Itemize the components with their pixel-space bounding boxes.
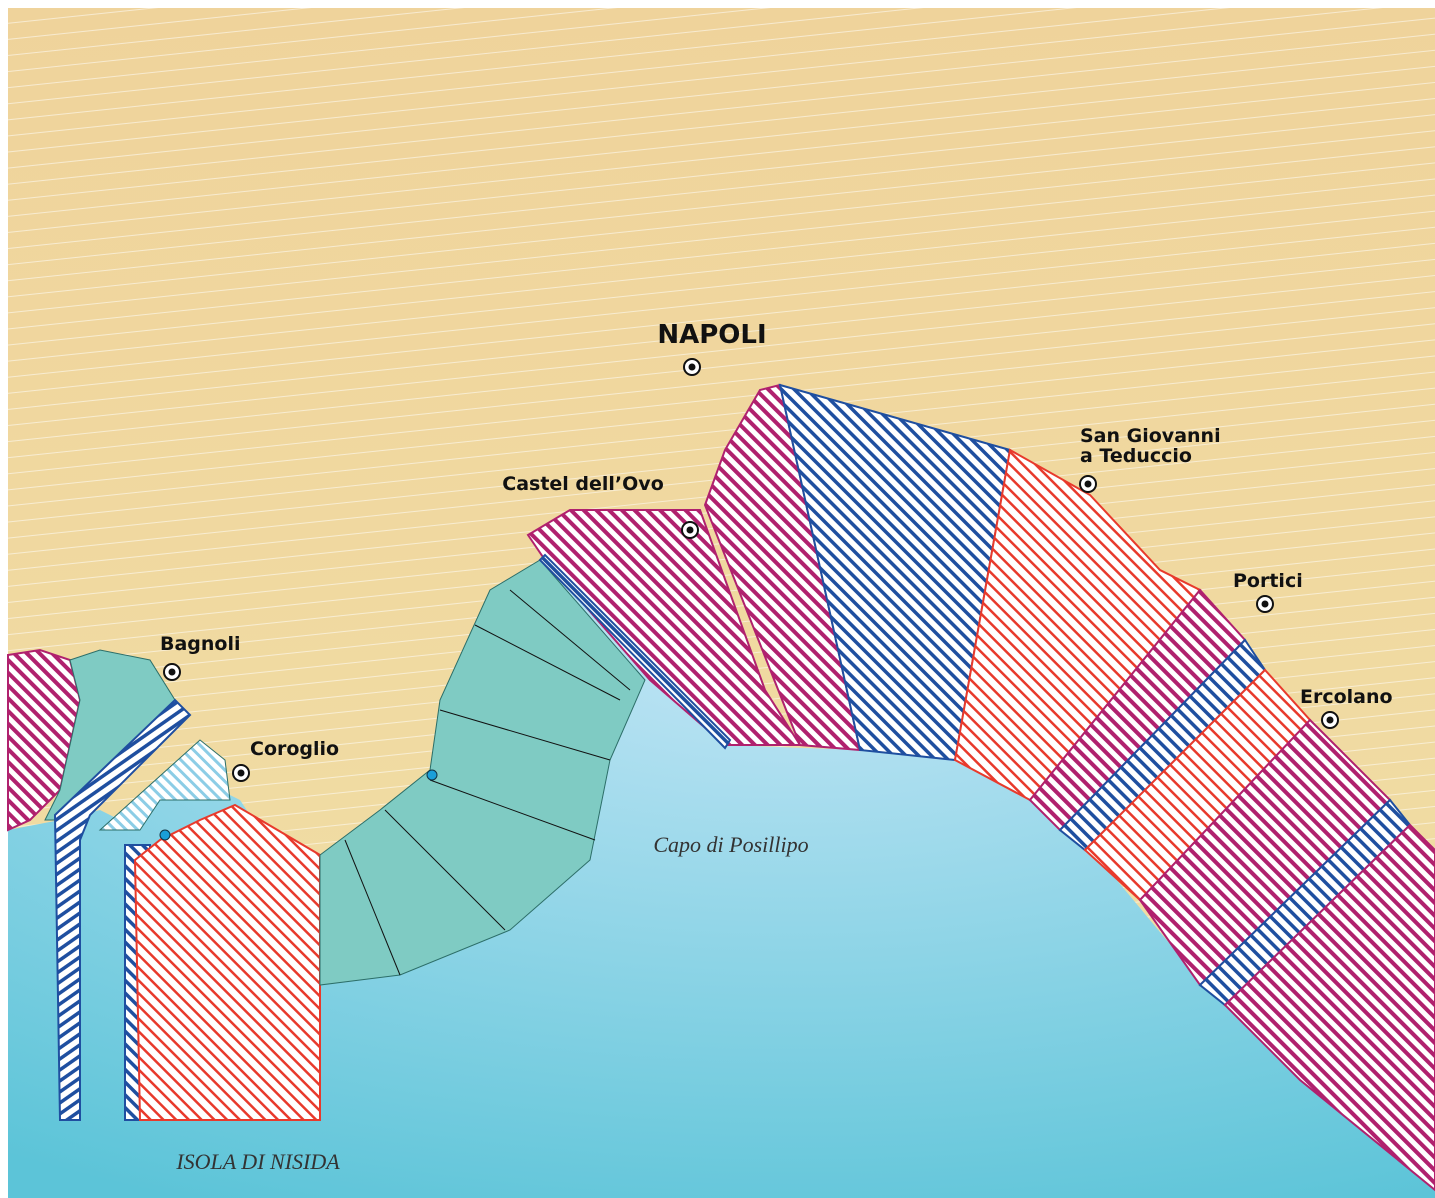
buoy [159,829,171,841]
place-label: a Teduccio [1080,445,1192,467]
place-label: Ercolano [1300,686,1393,708]
place-label: Castel dell’Ovo [502,473,664,495]
place-label: Coroglio [250,738,339,760]
place-label: San Giovanni [1080,425,1221,447]
sea-label: ISOLA DI NISIDA [175,1149,340,1174]
zones [7,383,1435,1192]
place-label: NAPOLI [657,320,766,350]
place-label: Bagnoli [160,633,241,655]
buoy [426,769,438,781]
sea-label: Capo di Posillipo [653,832,808,857]
place-label: Portici [1233,570,1303,592]
markers [163,358,1339,782]
